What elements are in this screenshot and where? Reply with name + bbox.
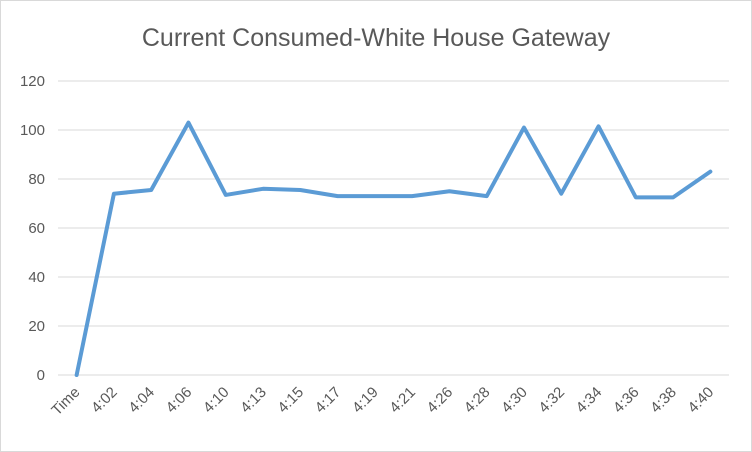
- x-axis-ticks: Time 4:02 4:04 4:06 4:10 4:13 4:15 4:17 4:19 4:21…: [48, 384, 717, 419]
- x-tick-label: 4:04: [125, 384, 158, 417]
- x-tick-label: Time: [48, 384, 83, 419]
- y-tick-label: 0: [37, 367, 45, 384]
- y-axis-ticks: 0 20 40 60 80 100 120: [20, 73, 45, 384]
- x-tick-label: 4:06: [163, 384, 196, 417]
- x-tick-label: 4:40: [685, 384, 718, 417]
- y-tick-label: 20: [28, 318, 45, 335]
- gridlines: [58, 80, 729, 376]
- series-layer: [74, 120, 713, 377]
- chart-title: Current Consumed-White House Gateway: [142, 24, 611, 52]
- x-tick-label: 4:02: [88, 384, 121, 417]
- x-tick-label: 4:32: [535, 384, 568, 417]
- x-tick-label: 4:26: [424, 384, 457, 417]
- y-tick-label: 80: [28, 171, 45, 188]
- x-tick-label: 4:28: [461, 384, 494, 417]
- x-tick-label: 4:19: [349, 384, 382, 417]
- x-tick-label: 4:21: [386, 384, 419, 417]
- y-tick-label: 40: [28, 269, 45, 286]
- x-tick-label: 4:17: [312, 384, 345, 417]
- x-tick-label: 4:36: [610, 384, 643, 417]
- y-tick-label: 100: [20, 122, 45, 139]
- x-tick-label: 4:10: [200, 384, 233, 417]
- x-tick-label: 4:34: [573, 384, 606, 417]
- x-tick-label: 4:15: [274, 384, 307, 417]
- y-tick-label: 120: [20, 73, 45, 90]
- y-tick-label: 60: [28, 220, 45, 237]
- x-tick-label: 4:38: [647, 384, 680, 417]
- series-line-0: [74, 120, 713, 377]
- x-tick-label: 4:30: [498, 384, 531, 417]
- x-tick-label: 4:13: [237, 384, 270, 417]
